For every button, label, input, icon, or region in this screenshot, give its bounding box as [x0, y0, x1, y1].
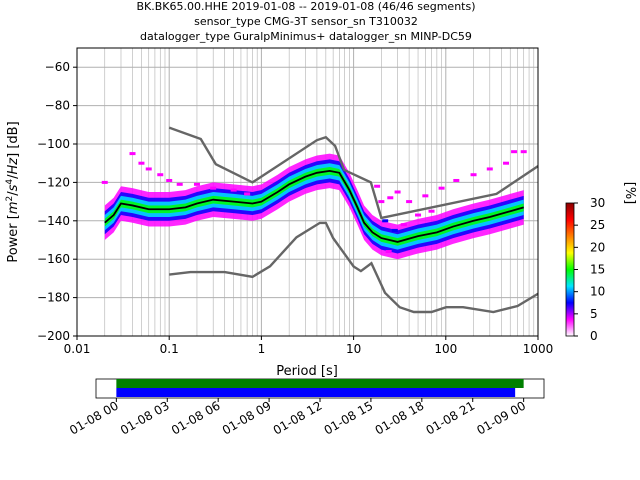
y-tick-label: −140 — [37, 214, 70, 228]
y-tick-label: −180 — [37, 291, 70, 305]
x-axis-label: Period [s] — [276, 364, 338, 379]
colorbar-tick-label: 25 — [590, 218, 605, 232]
density-cell — [145, 167, 152, 171]
density-cell — [101, 180, 108, 184]
x-tick-label: 1000 — [523, 342, 554, 356]
density-cell — [394, 190, 401, 194]
timeline-tick-label: 01-09 00 — [474, 398, 528, 437]
timeline-tick-label: 01-08 03 — [118, 398, 172, 437]
timeline-tick-label: 01-08 06 — [169, 398, 223, 437]
plot-frame — [76, 47, 539, 337]
density-cell — [511, 150, 518, 154]
density-cell — [520, 150, 527, 154]
noise-models — [168, 126, 539, 314]
median-curve — [104, 169, 524, 243]
timeline-tick-label: 01-08 12 — [271, 398, 325, 437]
colorbar-tick-label: 15 — [590, 263, 605, 277]
noise-model-low — [169, 221, 539, 314]
density-cell — [486, 167, 493, 171]
density-cell — [244, 192, 251, 196]
colorbar-tick-label: 20 — [590, 240, 605, 254]
colorbar-tick-label: 10 — [590, 285, 605, 299]
y-tick-label: −200 — [37, 329, 70, 343]
chart-title: BK.BK65.00.HHE 2019-01-08 -- 2019-01-08 … — [136, 0, 475, 43]
density-cell — [387, 196, 394, 200]
timeline-tick-label: 01-08 18 — [373, 398, 427, 437]
title-line-1: BK.BK65.00.HHE 2019-01-08 -- 2019-01-08 … — [136, 0, 475, 13]
y-tick-label: −120 — [37, 175, 70, 189]
density-cell — [453, 178, 460, 182]
colorbar-tick-label: 0 — [590, 329, 598, 343]
x-tick-label: 0.1 — [160, 342, 179, 356]
density-cell — [176, 182, 183, 186]
median-line — [104, 169, 524, 243]
timeline-tick-label: 01-08 21 — [424, 398, 478, 437]
density-cell — [385, 250, 392, 254]
title-line-3: datalogger_type GuralpMinimus+ datalogge… — [140, 30, 472, 43]
y-tick-label: −80 — [45, 99, 70, 113]
colorbar-tick-label: 30 — [590, 196, 605, 210]
density-cell — [428, 209, 435, 213]
density-cell — [415, 213, 422, 217]
colorbar-label: [%] — [622, 182, 637, 205]
colorbar-ticks: 0 5 10 15 20 25 30 — [574, 196, 605, 343]
y-axis-ticks: −60 −80 −100 −120 −140 −160 −180 −200 — [37, 60, 77, 343]
density-cells — [101, 150, 527, 254]
colorbar: 0 5 10 15 20 25 30 [%] — [565, 182, 637, 343]
density-cell — [503, 161, 510, 165]
timeline-tick-label: 01-08 00 — [67, 398, 121, 437]
coverage-bar — [116, 379, 524, 388]
density-cell — [378, 200, 385, 204]
ppsd-plot: 0.01 0.1 1 10 100 1000 −60 −80 −100 −120 −140 −160… — [5, 47, 554, 379]
density-cell — [406, 200, 413, 204]
density-cell — [374, 184, 381, 188]
density-cell — [166, 178, 173, 182]
density-cell — [422, 194, 429, 198]
density-cell — [193, 182, 200, 186]
density-cell — [400, 223, 407, 227]
y-tick-label: −100 — [37, 137, 70, 151]
coverage-bars — [116, 379, 524, 397]
density-cell — [129, 152, 136, 156]
x-axis-ticks: 0.01 0.1 1 10 100 1000 — [64, 336, 554, 356]
x-tick-label: 100 — [434, 342, 457, 356]
density-cell — [138, 161, 145, 165]
x-tick-label: 1 — [258, 342, 266, 356]
density-cell — [157, 173, 164, 177]
colorbar-scale — [565, 202, 575, 337]
y-axis-label: Power [m2/s4/Hz] [dB] — [5, 121, 21, 262]
y-tick-label: −60 — [45, 60, 70, 74]
density-cell — [438, 186, 445, 190]
colorbar-tick-label: 5 — [590, 307, 598, 321]
x-tick-label: 10 — [346, 342, 361, 356]
density-cell — [210, 186, 217, 190]
coverage-bar — [116, 388, 516, 397]
timeline-tick-label: 01-08 15 — [322, 398, 376, 437]
noise-model-high — [168, 126, 539, 220]
y-tick-label: −160 — [37, 252, 70, 266]
density-cell — [382, 219, 389, 223]
density-cell — [230, 188, 237, 192]
x-tick-label: 0.01 — [64, 342, 91, 356]
density-cell — [391, 228, 398, 232]
density-cell — [470, 173, 477, 177]
timeline-tick-label: 01-08 09 — [220, 398, 274, 437]
title-line-2: sensor_type CMG-3T sensor_sn T310032 — [194, 15, 418, 28]
